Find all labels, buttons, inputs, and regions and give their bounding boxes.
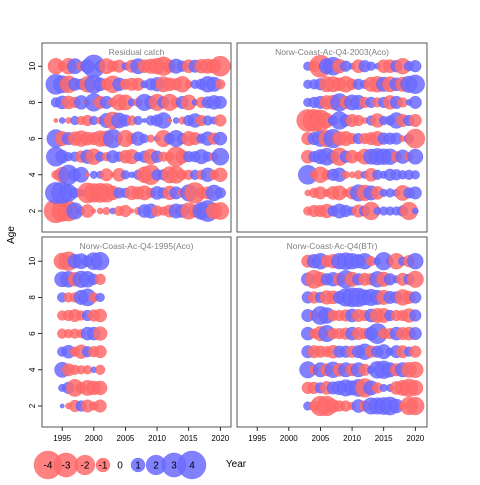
y-tick-label: 8 xyxy=(28,295,37,300)
legend-bubble xyxy=(130,457,146,473)
legend-label: 0 xyxy=(117,461,123,472)
panel-title: Residual catch xyxy=(109,47,165,57)
y-tick-label: 10 xyxy=(28,61,37,70)
panel-title: Norw-Coast-Ac-Q4-1995(Aco) xyxy=(80,241,194,251)
x-tick-label: 2015 xyxy=(180,434,198,443)
bubble xyxy=(95,292,105,303)
bubble xyxy=(215,79,226,90)
legend-label: -4 xyxy=(44,461,53,472)
x-tick-label: 2000 xyxy=(280,434,298,443)
bubble xyxy=(409,309,422,322)
bubble xyxy=(211,147,230,166)
bubble xyxy=(214,187,226,199)
x-tick-label: 2005 xyxy=(117,434,135,443)
y-tick-label: 4 xyxy=(28,367,37,372)
bubble xyxy=(409,60,422,73)
bubble xyxy=(341,170,350,179)
x-tick-label: 1995 xyxy=(53,434,71,443)
bubble xyxy=(408,327,422,341)
legend-label: -3 xyxy=(62,461,71,472)
x-tick-label: 2020 xyxy=(211,434,229,443)
y-tick-label: 2 xyxy=(28,208,37,213)
bubble xyxy=(407,148,424,165)
bubble xyxy=(94,273,106,285)
bubble xyxy=(96,207,104,215)
bubble xyxy=(408,186,422,200)
bubble xyxy=(92,326,108,341)
y-axis-label: Age xyxy=(6,226,17,244)
bubble xyxy=(407,379,424,396)
legend-label: 1 xyxy=(135,461,141,472)
bubble xyxy=(91,252,110,271)
bubble xyxy=(102,206,111,216)
x-tick-label: 2000 xyxy=(85,434,103,443)
bubble xyxy=(91,208,97,214)
bubble xyxy=(172,117,180,124)
legend-label: 2 xyxy=(153,461,159,472)
y-tick-label: 6 xyxy=(28,136,37,141)
x-tick-label: 2020 xyxy=(406,434,424,443)
bubble xyxy=(129,208,135,214)
bubble xyxy=(211,202,230,220)
x-tick-label: 2005 xyxy=(312,434,330,443)
bubble xyxy=(133,115,143,126)
bubble xyxy=(209,55,231,77)
bubble xyxy=(408,95,422,109)
x-tick-label: 2010 xyxy=(343,434,361,443)
x-tick-label: 2015 xyxy=(375,434,393,443)
bubble xyxy=(405,74,425,94)
bubble xyxy=(409,345,422,358)
x-axis-label: Year xyxy=(226,459,247,470)
bubble xyxy=(167,118,173,123)
y-tick-label: 8 xyxy=(28,100,37,105)
bubble xyxy=(410,170,420,180)
y-tick-label: 10 xyxy=(28,256,37,265)
panel-title: Norw-Coast-Ac-Q4(BTr) xyxy=(287,241,378,251)
bubble xyxy=(408,113,422,128)
x-tick-label: 1995 xyxy=(248,434,266,443)
bubble xyxy=(92,380,108,396)
legend-bubble xyxy=(95,457,111,473)
bubble xyxy=(53,118,59,123)
bubble xyxy=(93,308,108,323)
legend-label: 4 xyxy=(189,461,195,472)
y-tick-label: 4 xyxy=(28,172,37,177)
bubble xyxy=(93,399,107,413)
bubble xyxy=(213,167,228,183)
bubble xyxy=(213,95,227,109)
bubble xyxy=(59,403,65,409)
bubble xyxy=(213,131,228,146)
bubble xyxy=(93,345,107,359)
legend-label: 3 xyxy=(171,461,177,472)
x-tick-label: 2010 xyxy=(148,434,166,443)
bubble xyxy=(85,172,90,178)
bubble xyxy=(95,364,106,375)
bubble xyxy=(406,396,425,416)
y-tick-label: 6 xyxy=(28,331,37,336)
bubble xyxy=(407,361,424,379)
y-tick-label: 2 xyxy=(28,403,37,408)
bubble xyxy=(214,114,227,127)
bubble xyxy=(406,270,424,288)
legend-label: -2 xyxy=(81,461,90,472)
legend-bubble xyxy=(74,454,96,476)
bubble xyxy=(411,207,419,215)
bubble xyxy=(405,128,426,149)
bubble xyxy=(407,252,424,270)
legend-label: -1 xyxy=(99,461,108,472)
panel-title: Norw-Coast-Ac-Q4-2003(Aco) xyxy=(275,47,389,57)
bubble xyxy=(409,291,422,304)
bubble xyxy=(146,134,155,143)
bubble xyxy=(58,117,66,124)
legend-bubble xyxy=(177,450,207,480)
